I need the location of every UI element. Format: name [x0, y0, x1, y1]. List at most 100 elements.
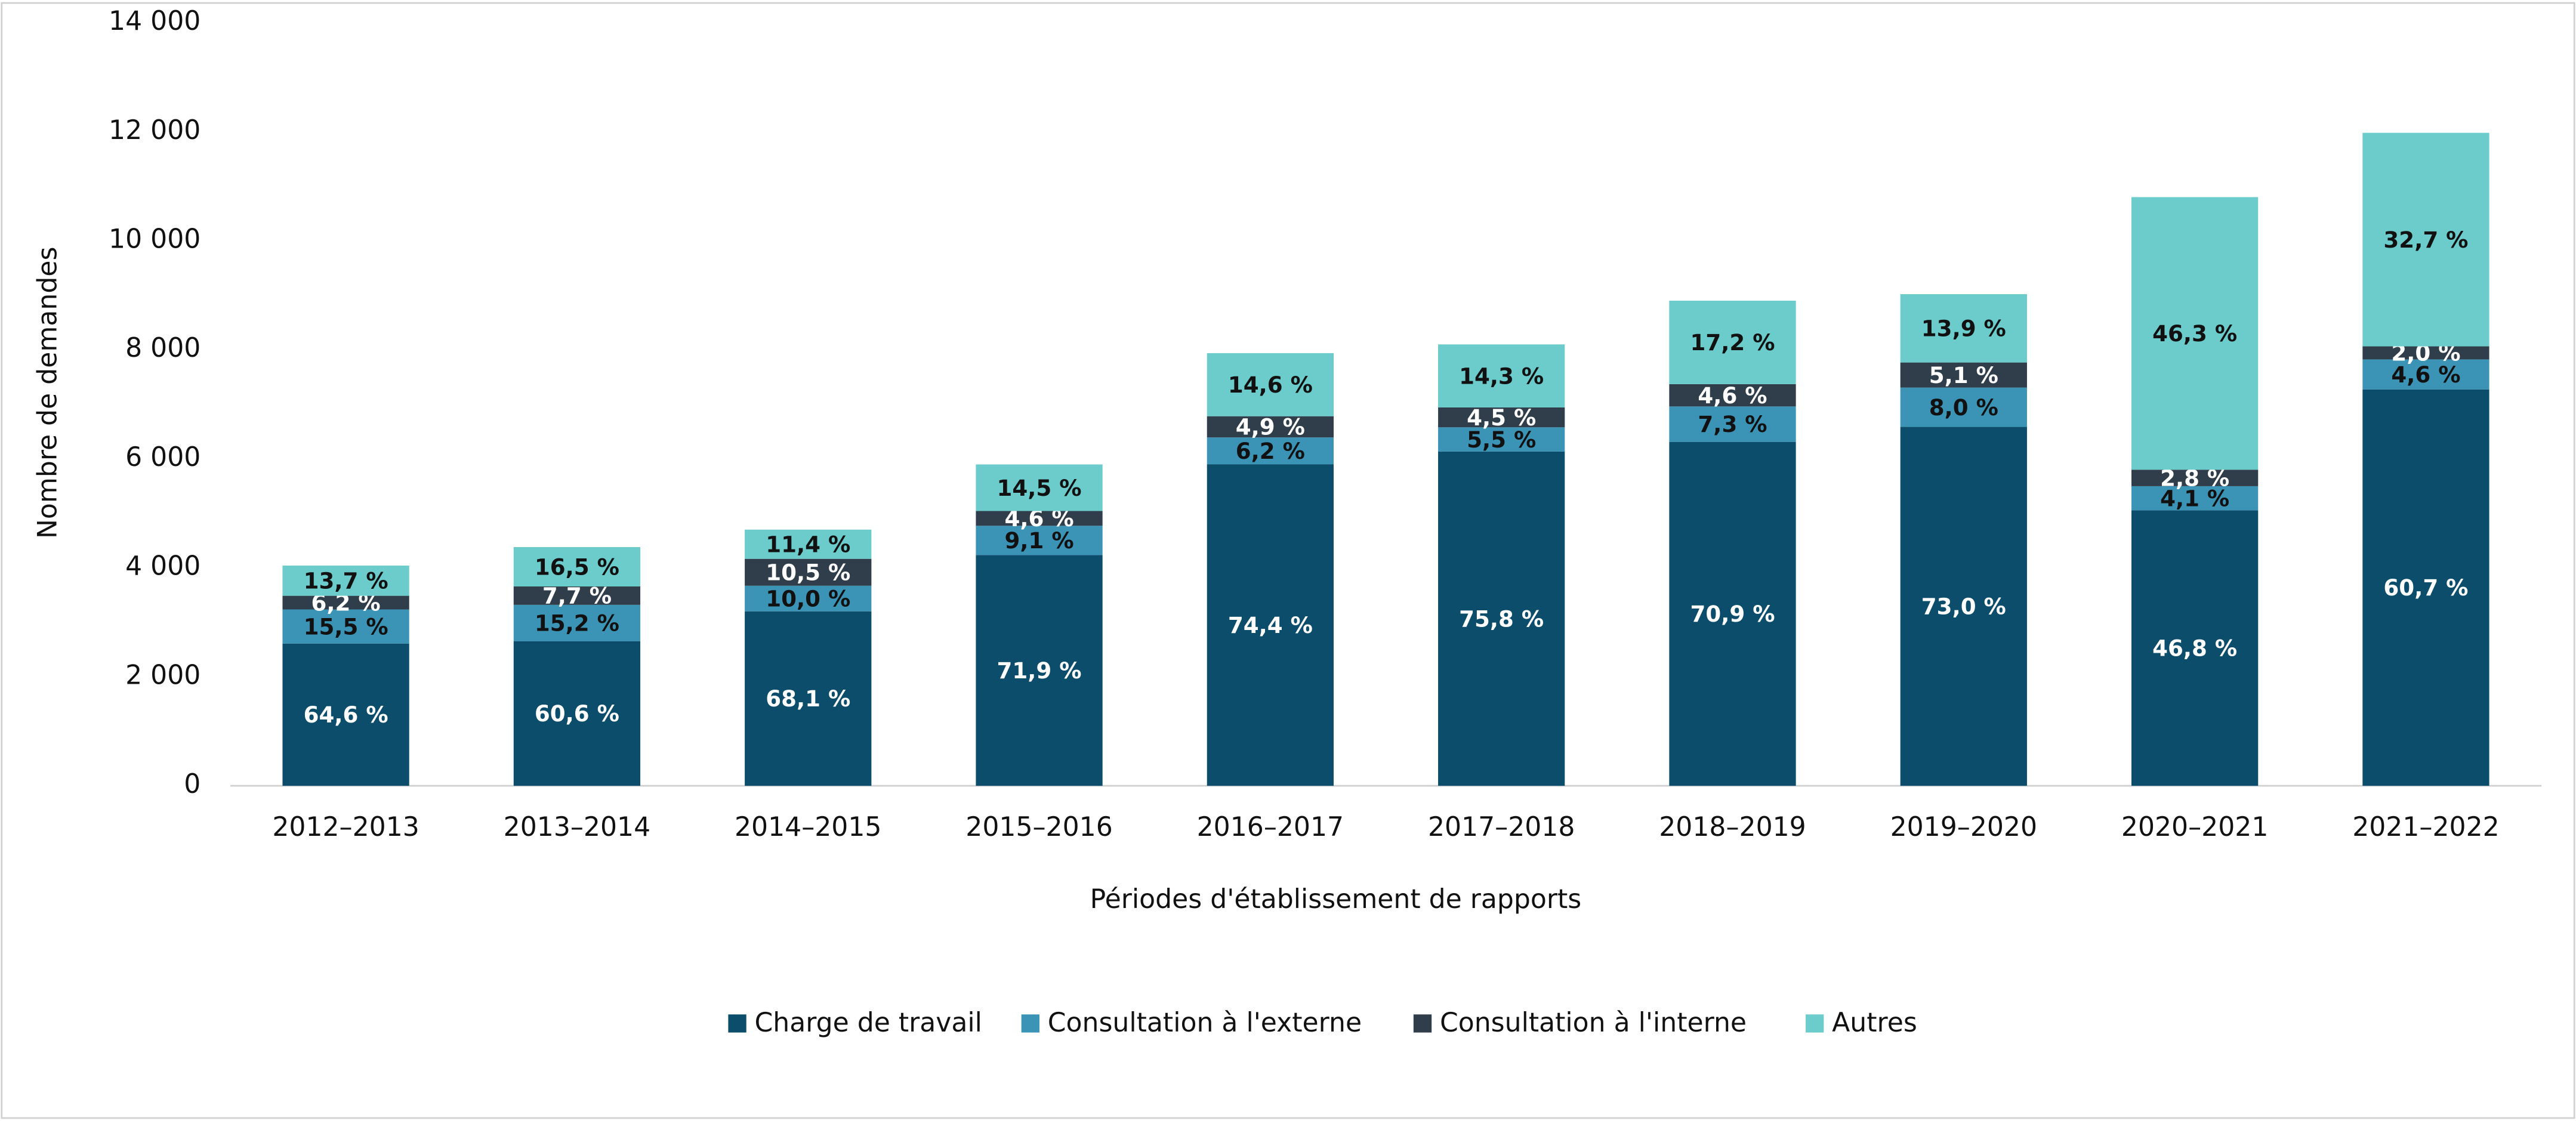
bar-segment [282, 595, 409, 610]
bar-segment [2131, 486, 2259, 511]
legend-label: Autres [1832, 1008, 1917, 1038]
bar-segment [1438, 344, 1565, 407]
bar-segment [1900, 362, 2027, 388]
y-axis-title: Nombre de demandes [33, 247, 63, 539]
y-tick-label: 4 000 [125, 551, 200, 582]
value-label: 46,3 % [2152, 320, 2237, 347]
value-label: 73,0 % [1921, 594, 2006, 620]
bar-segment [1900, 427, 2027, 786]
x-tick-label: 2021–2022 [2352, 812, 2499, 842]
bar-segment [1438, 427, 1565, 452]
value-label: 10,5 % [766, 560, 850, 586]
value-label: 75,8 % [1459, 606, 1544, 632]
value-label: 7,7 % [542, 583, 612, 609]
bar-segment [282, 566, 409, 596]
value-label: 9,1 % [1004, 527, 1073, 554]
value-label: 5,1 % [1929, 362, 1998, 388]
x-tick-label: 2017–2018 [1428, 812, 1575, 842]
value-label: 4,1 % [2160, 485, 2229, 511]
bar-segment [1900, 294, 2027, 363]
bar-segment [976, 555, 1103, 786]
bar-segment [2131, 470, 2259, 486]
legend-swatch [1021, 1014, 1039, 1033]
legend-swatch [1806, 1014, 1824, 1033]
bar-segment [1438, 407, 1565, 428]
value-label: 70,9 % [1690, 601, 1775, 627]
bar-segment [1438, 451, 1565, 786]
bar-segment [1669, 384, 1796, 407]
bar-segment [745, 585, 872, 612]
y-tick-label: 10 000 [109, 224, 200, 255]
x-tick-label: 2019–2020 [1890, 812, 2037, 842]
bar-segment [2362, 346, 2489, 360]
value-label: 4,6 % [1698, 382, 1767, 409]
value-label: 60,6 % [535, 700, 619, 727]
y-tick-label: 6 000 [125, 442, 200, 473]
value-label: 71,9 % [997, 657, 1082, 684]
x-tick-label: 2013–2014 [504, 812, 650, 842]
value-label: 7,3 % [1698, 411, 1767, 437]
bar-segment [1669, 441, 1796, 786]
bar-segment [2131, 197, 2259, 470]
value-label: 74,4 % [1228, 612, 1313, 638]
value-label: 4,9 % [1236, 414, 1305, 440]
legend-label: Consultation à l'interne [1440, 1008, 1747, 1038]
value-label: 15,2 % [535, 610, 619, 637]
value-label: 17,2 % [1690, 329, 1775, 356]
legend-swatch [1413, 1014, 1432, 1033]
value-label: 68,1 % [766, 685, 850, 712]
bar-segment [745, 529, 872, 559]
value-label: 14,5 % [997, 475, 1082, 501]
bar-segment [2131, 510, 2259, 786]
bar-segment [513, 586, 641, 605]
bar-segment [976, 464, 1103, 511]
value-label: 16,5 % [535, 554, 619, 580]
bar-segment [2362, 359, 2489, 390]
legend-swatch [728, 1014, 746, 1033]
bar-segment [745, 558, 872, 586]
value-label: 11,4 % [766, 531, 850, 557]
y-tick-label: 14 000 [109, 6, 200, 36]
x-tick-label: 2018–2019 [1659, 812, 1806, 842]
y-tick-label: 0 [184, 769, 200, 799]
value-label: 4,6 % [2391, 362, 2460, 388]
value-label: 46,8 % [2152, 635, 2237, 662]
x-tick-label: 2016–2017 [1197, 812, 1344, 842]
y-tick-label: 2 000 [125, 660, 200, 690]
bar-segment [513, 604, 641, 641]
y-tick-label: 8 000 [125, 333, 200, 363]
value-label: 32,7 % [2383, 227, 2468, 253]
bar-segment [282, 643, 409, 786]
legend-label: Consultation à l'externe [1048, 1008, 1362, 1038]
bar-segment [1207, 353, 1334, 416]
value-label: 8,0 % [1929, 394, 1998, 421]
bar-segment [976, 511, 1103, 526]
bar-segment [1900, 387, 2027, 427]
bar-segment [1207, 416, 1334, 438]
bar-segment [282, 609, 409, 644]
value-label: 13,7 % [304, 568, 388, 594]
bar-segment [513, 641, 641, 786]
x-tick-label: 2015–2016 [965, 812, 1112, 842]
x-tick-label: 2020–2021 [2121, 812, 2268, 842]
bar-segment [1669, 406, 1796, 442]
value-label: 10,0 % [766, 586, 850, 612]
x-tick-label: 2014–2015 [735, 812, 881, 842]
value-label: 60,7 % [2383, 575, 2468, 601]
y-tick-label: 12 000 [109, 115, 200, 146]
value-label: 64,6 % [304, 702, 388, 728]
value-label: 14,6 % [1228, 372, 1313, 398]
bar-segment [745, 611, 872, 786]
value-label: 15,5 % [304, 613, 388, 640]
bar-segment [1207, 464, 1334, 786]
value-label: 4,5 % [1467, 404, 1536, 431]
value-label: 13,9 % [1921, 316, 2006, 342]
value-label: 6,2 % [1236, 438, 1305, 464]
legend-label: Charge de travail [755, 1008, 982, 1038]
bar-segment [513, 546, 641, 587]
bar-segment [2362, 132, 2489, 347]
bar-segment [1669, 301, 1796, 384]
bar-segment [976, 526, 1103, 555]
